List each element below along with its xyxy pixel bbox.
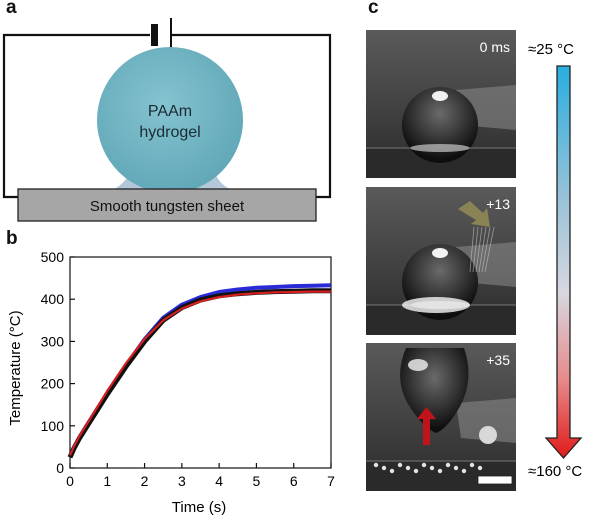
panel-letter-c: c — [368, 0, 379, 18]
x-tick-label: 2 — [141, 473, 149, 489]
photo-sequence: 0 ms +13 +35 — [366, 30, 516, 491]
scale-top-label: ≈25 °C — [528, 41, 574, 58]
frame-time-label: +13 — [486, 196, 510, 212]
red-arrow-icon — [417, 407, 436, 445]
scale-bottom-label: ≈160 °C — [528, 463, 582, 480]
series-black-line — [67, 288, 331, 459]
x-tick-label: 6 — [290, 473, 298, 489]
sphere-label-line1: PAAm — [148, 103, 192, 120]
tungsten-sheet — [17, 188, 317, 222]
x-axis-label: Time (s) — [172, 499, 226, 516]
y-tick-label: 200 — [41, 376, 65, 392]
schematic-panel-a: PAAm hydrogel Smooth tungsten sheet — [2, 18, 332, 222]
sphere-label-line2: hydrogel — [139, 124, 200, 141]
x-tick-label: 7 — [327, 473, 335, 489]
series-blue-line — [68, 283, 332, 457]
scale-bar — [477, 475, 513, 485]
olive-arrow-icon — [458, 201, 490, 227]
y-tick-label: 400 — [41, 291, 65, 307]
droplet — [402, 87, 478, 163]
photo-frame-2: +13 — [366, 187, 516, 335]
frame-time-label: 0 ms — [480, 39, 510, 55]
y-tick-label: 100 — [41, 418, 65, 434]
temperature-scale: ≈25 °C ≈160 °C — [528, 41, 583, 480]
temperature-gradient-arrow — [544, 65, 583, 459]
plot-frame — [69, 256, 332, 469]
photo-frame-3: +35 — [366, 343, 516, 491]
y-axis-label: Temperature (°C) — [7, 310, 24, 425]
y-tick-label: 0 — [56, 460, 64, 476]
hydrogel-sphere — [97, 47, 243, 193]
battery-negative-plate — [151, 24, 158, 46]
circuit-wire-left — [2, 33, 150, 199]
panel-letter-a: a — [6, 0, 17, 18]
circuit-wire-right — [172, 33, 332, 199]
x-tick-label: 5 — [253, 473, 261, 489]
panel-letter-b: b — [6, 228, 18, 249]
photo-frame-1: 0 ms — [366, 30, 516, 178]
frame-time-label: +35 — [486, 352, 510, 368]
temperature-chart: Temperature (°C) Time (s) 0 1 2 3 4 5 6 7 0 100 20… — [7, 249, 335, 516]
x-tick-label: 4 — [215, 473, 223, 489]
y-tick-label: 500 — [41, 249, 65, 265]
y-tick-label: 300 — [41, 333, 65, 349]
sheet-label: Smooth tungsten sheet — [90, 198, 245, 215]
x-tick-label: 0 — [66, 473, 74, 489]
x-tick-label: 1 — [103, 473, 111, 489]
series-red-line — [68, 290, 331, 456]
x-tick-label: 3 — [178, 473, 186, 489]
